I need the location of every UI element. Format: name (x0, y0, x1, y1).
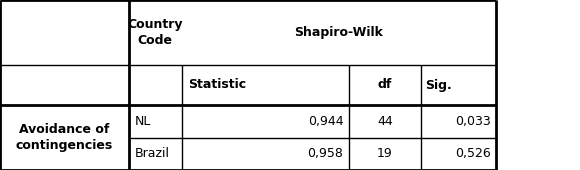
Text: Avoidance of
contingencies: Avoidance of contingencies (16, 123, 113, 152)
Text: Statistic: Statistic (188, 79, 246, 91)
Text: Brazil: Brazil (135, 147, 169, 160)
Text: df: df (378, 79, 392, 91)
Text: 0,526: 0,526 (455, 147, 491, 160)
Text: Country
Code: Country Code (128, 18, 183, 47)
Text: Shapiro-Wilk: Shapiro-Wilk (295, 26, 383, 39)
Text: Sig.: Sig. (425, 79, 452, 91)
Text: NL: NL (135, 115, 151, 128)
Text: 0,958: 0,958 (307, 147, 343, 160)
Text: 0,033: 0,033 (455, 115, 491, 128)
Text: 0,944: 0,944 (308, 115, 343, 128)
Text: 44: 44 (377, 115, 393, 128)
Text: 19: 19 (377, 147, 393, 160)
